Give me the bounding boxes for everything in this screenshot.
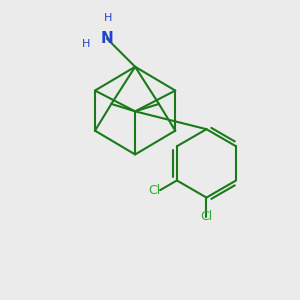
Text: H: H: [82, 40, 90, 50]
Text: N: N: [100, 31, 113, 46]
Text: H: H: [104, 13, 112, 23]
Text: Cl: Cl: [200, 210, 213, 224]
Text: Cl: Cl: [148, 184, 160, 196]
